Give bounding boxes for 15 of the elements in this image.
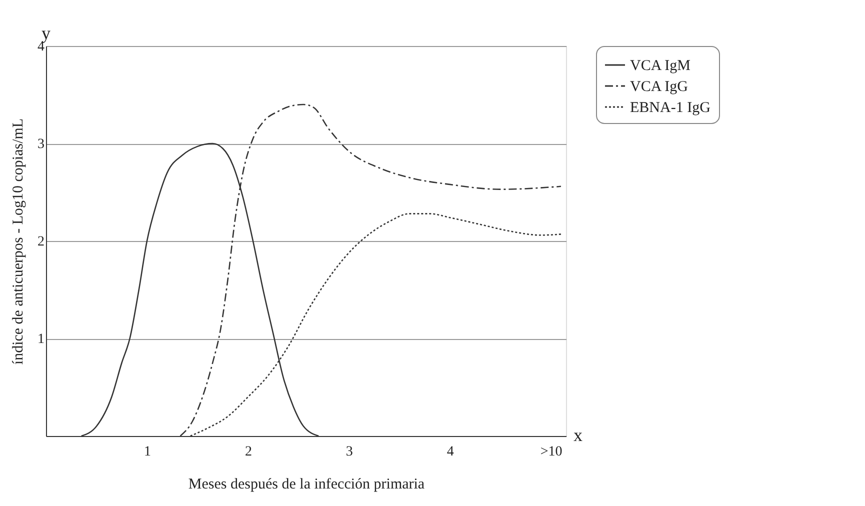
x-tick-label: 1 — [144, 444, 151, 460]
y-tick-label: 1 — [38, 332, 44, 347]
x-tick-label: >10 — [540, 444, 562, 460]
x-tick-label: 4 — [446, 444, 454, 460]
legend-label: VCA IgM — [630, 58, 690, 74]
x-tick-label: 3 — [346, 444, 353, 460]
x-axis-title: Meses después de la infección primaria — [188, 476, 425, 492]
y-axis-title: índice de anticuerpos - Log10 copias/mL — [10, 118, 26, 365]
text: x — [574, 425, 582, 445]
x-tick-label: 2 — [244, 444, 252, 460]
legend-label: VCA IgG — [630, 79, 688, 95]
y-tick-label: 3 — [38, 137, 44, 152]
legend-label: EBNA-1 IgG — [630, 100, 711, 116]
y-tick-label: 2 — [38, 234, 44, 250]
y-tick-label: 4 — [38, 40, 44, 54]
